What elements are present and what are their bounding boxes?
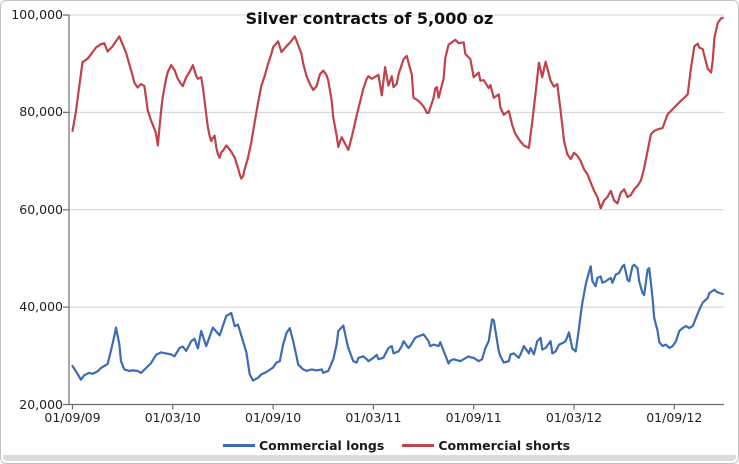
legend-label-commercial-longs: Commercial longs (258, 437, 385, 453)
commercial-longs-line-swatch-icon (222, 443, 255, 447)
series-line-commercial-shorts (71, 16, 724, 210)
legend-label-commercial-shorts: Commercial shorts (438, 437, 571, 453)
series-line-commercial-longs (71, 263, 724, 382)
legend-item-commercial-longs: Commercial longs (222, 437, 385, 453)
legend: Commercial longs Commercial shorts (69, 434, 724, 456)
frame-bottom-edge (3, 455, 736, 461)
legend-item-commercial-shorts: Commercial shorts (402, 438, 570, 453)
commercial-shorts-line-swatch-icon (402, 443, 435, 447)
